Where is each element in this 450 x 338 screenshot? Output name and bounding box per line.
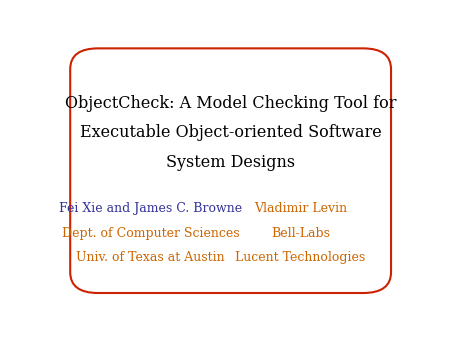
Text: Lucent Technologies: Lucent Technologies [235,251,365,264]
Text: Vladimir Levin: Vladimir Levin [254,202,347,215]
Text: System Designs: System Designs [166,154,295,171]
Text: Executable Object-oriented Software: Executable Object-oriented Software [80,124,382,141]
Text: Fei Xie and James C. Browne: Fei Xie and James C. Browne [59,202,242,215]
Text: Univ. of Texas at Austin: Univ. of Texas at Austin [76,251,225,264]
Text: Dept. of Computer Sciences: Dept. of Computer Sciences [62,227,239,240]
FancyBboxPatch shape [70,48,391,293]
Text: ObjectCheck: A Model Checking Tool for: ObjectCheck: A Model Checking Tool for [65,95,396,112]
Text: Bell-Labs: Bell-Labs [271,227,330,240]
